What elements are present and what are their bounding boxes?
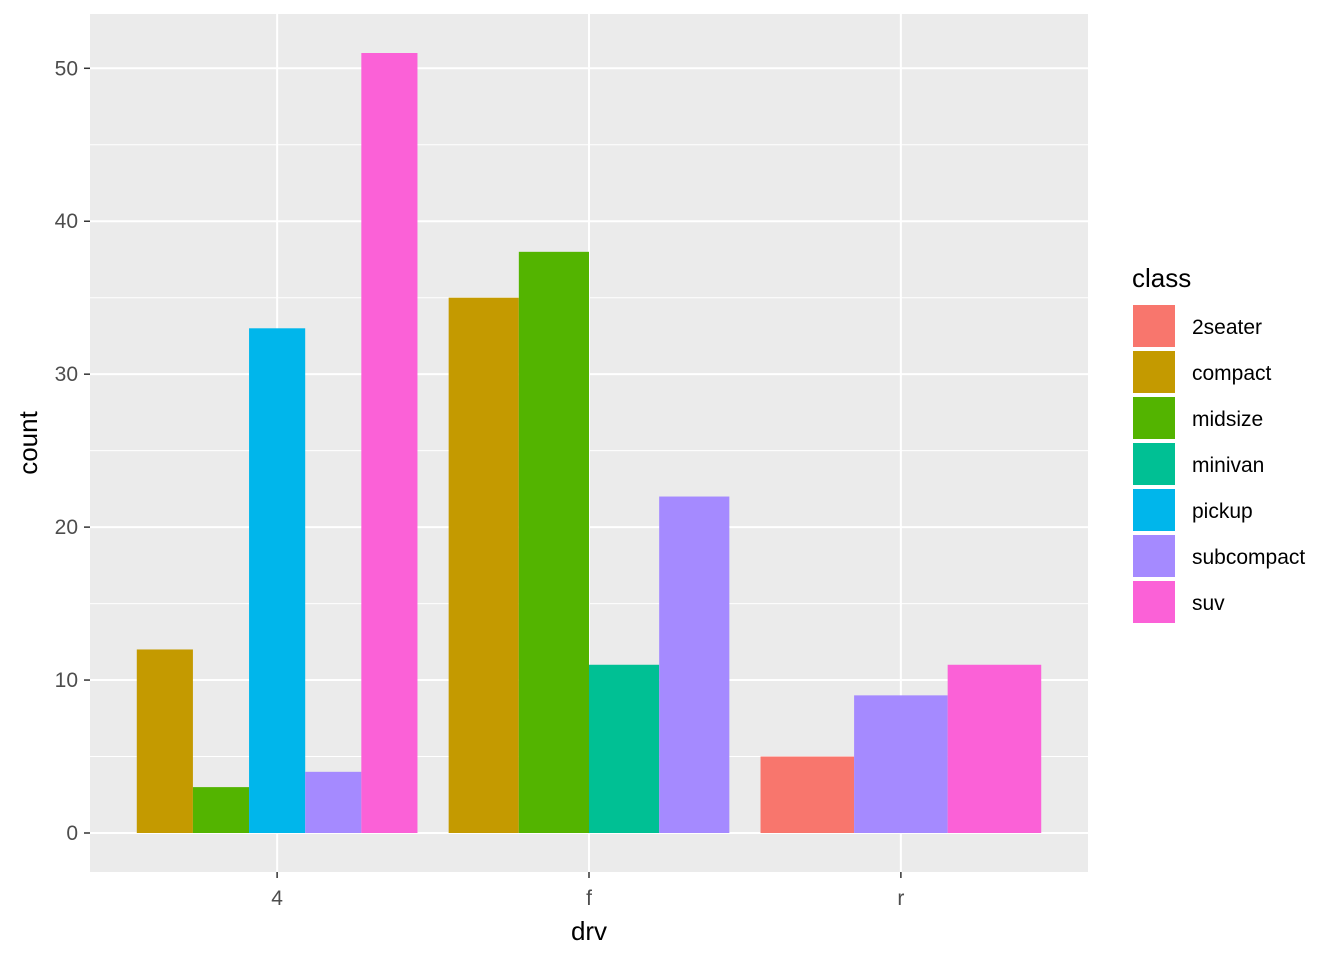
legend-label-pickup: pickup <box>1192 500 1253 523</box>
bar-f-subcompact <box>659 496 730 833</box>
y-axis: 0 10 20 30 40 50 <box>55 57 90 845</box>
bar-f-midsize <box>518 251 589 833</box>
bars <box>136 53 1042 833</box>
legend-key-subcompact <box>1131 533 1177 579</box>
y-tick-label: 10 <box>55 669 78 692</box>
y-axis-title: count <box>13 410 43 474</box>
y-tick-label: 50 <box>55 57 78 80</box>
bar-r-suv <box>947 664 1042 833</box>
bar-4-pickup <box>249 328 306 833</box>
bar-4-suv <box>361 53 418 833</box>
bar-4-subcompact <box>305 771 362 833</box>
legend-label-midsize: midsize <box>1192 408 1263 431</box>
legend-label-2seater: 2seater <box>1192 316 1262 339</box>
x-tick-label: r <box>897 887 904 910</box>
bar-f-compact <box>448 297 519 833</box>
bar-4-midsize <box>192 787 250 833</box>
legend-key-compact <box>1131 349 1177 395</box>
y-tick-label: 40 <box>55 210 78 233</box>
legend-label-compact: compact <box>1192 362 1272 385</box>
y-tick-label: 20 <box>55 516 78 539</box>
y-tick-label: 30 <box>55 363 78 386</box>
legend-key-suv <box>1131 579 1177 625</box>
x-axis-title: drv <box>571 916 607 946</box>
legend-key-minivan <box>1131 441 1177 487</box>
legend-key-midsize <box>1131 395 1177 441</box>
legend-label-minivan: minivan <box>1192 454 1264 477</box>
legend-key-2seater <box>1131 303 1177 349</box>
bar-4-compact <box>136 649 193 833</box>
bar-r-2seater <box>760 756 855 833</box>
bar-r-subcompact <box>854 695 948 833</box>
x-tick-label: 4 <box>271 887 283 910</box>
y-tick-label: 0 <box>66 822 78 845</box>
x-tick-label: f <box>586 887 592 910</box>
legend-items: 2seater compact midsize minivan pickup subcom… <box>1131 303 1305 625</box>
legend-title: class <box>1132 263 1191 293</box>
x-axis: 4 f r <box>271 872 904 910</box>
bar-f-minivan <box>589 664 660 833</box>
legend: class 2seater compact midsize minivan pickup… <box>1131 263 1305 625</box>
legend-label-subcompact: subcompact <box>1192 546 1305 569</box>
legend-label-suv: suv <box>1192 592 1225 615</box>
legend-key-pickup <box>1131 487 1177 533</box>
